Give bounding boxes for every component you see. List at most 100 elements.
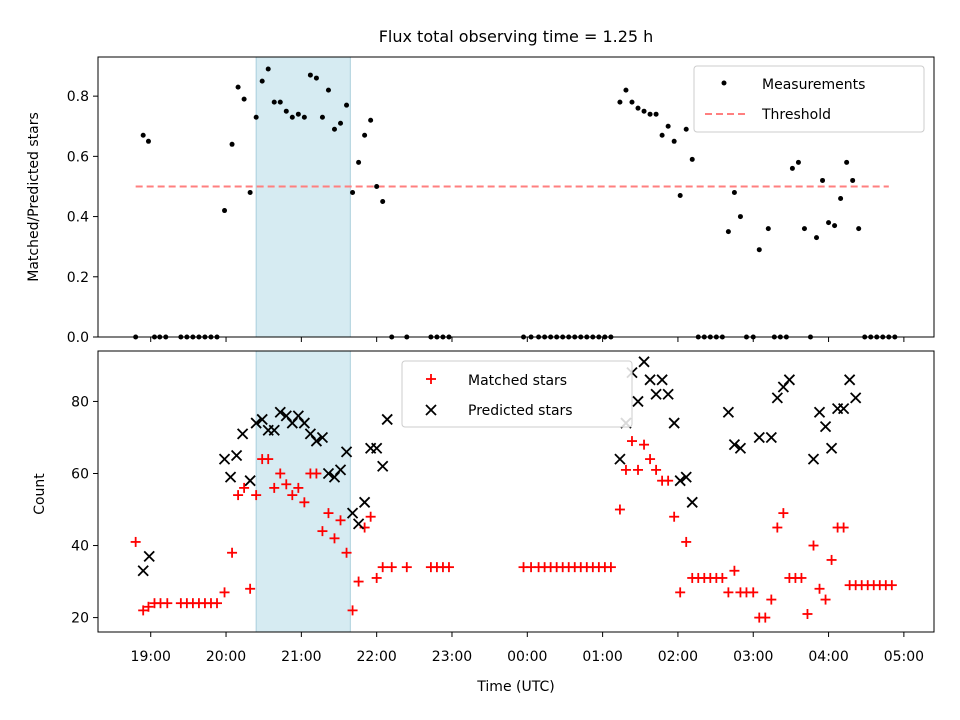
matched-stars-point bbox=[838, 522, 849, 533]
matched-stars-point bbox=[219, 587, 230, 598]
matched-stars-point bbox=[681, 536, 692, 547]
predicted-stars-point bbox=[340, 446, 353, 458]
measurement-point bbox=[635, 105, 641, 111]
measurement-point bbox=[850, 177, 856, 183]
matched-stars-point bbox=[886, 580, 897, 591]
measurement-point bbox=[368, 117, 374, 123]
measurement-point bbox=[265, 66, 271, 72]
matched-stars-point bbox=[443, 562, 454, 573]
predicted-stars-point bbox=[334, 464, 347, 476]
predicted-stars-point bbox=[236, 428, 249, 440]
matched-stars-point bbox=[275, 468, 286, 479]
y-tick-label: 0.6 bbox=[67, 149, 89, 165]
y-tick-label: 60 bbox=[71, 466, 89, 482]
measurement-point bbox=[629, 99, 635, 105]
predicted-stars-point bbox=[850, 392, 862, 404]
predicted-stars-point bbox=[310, 435, 323, 447]
predicted-stars-point bbox=[765, 431, 777, 444]
measurement-point bbox=[725, 229, 731, 235]
matched-stars-point bbox=[808, 540, 819, 551]
count-x-ticks: 19:00 20:00 21:00 22:00 23:00 00:00 01:00 02:00… bbox=[131, 632, 924, 665]
matched-stars-point bbox=[620, 464, 631, 475]
x-tick-label: 00:00 bbox=[507, 649, 547, 665]
predicted-stars-point bbox=[143, 550, 155, 562]
legend-matched-label: Matched stars bbox=[468, 373, 567, 389]
predicted-stars-point bbox=[753, 431, 765, 444]
ratio-panel: 0.00.20.40.60.8 Matched/Predicted stars … bbox=[26, 56, 935, 346]
predicted-stars-point bbox=[819, 421, 832, 433]
matched-stars-point bbox=[227, 547, 238, 558]
predicted-stars-point bbox=[825, 442, 838, 454]
matched-stars-point bbox=[633, 464, 644, 475]
measurement-point bbox=[350, 189, 356, 195]
measurement-point bbox=[844, 159, 850, 165]
measurement-point bbox=[277, 99, 283, 105]
measurement-point bbox=[826, 220, 832, 226]
measurement-point bbox=[765, 226, 771, 232]
measurement-point bbox=[140, 132, 146, 138]
y-tick-label: 0.0 bbox=[67, 330, 89, 346]
matched-stars-point bbox=[233, 490, 244, 501]
measurement-point bbox=[356, 159, 362, 165]
measurement-point bbox=[671, 138, 677, 144]
y-tick-label: 40 bbox=[71, 539, 89, 555]
count-panel: 19:00 20:00 21:00 22:00 23:00 00:00 01:00 02:00… bbox=[32, 350, 935, 665]
measurement-point bbox=[259, 78, 265, 84]
measurement-point bbox=[325, 87, 331, 93]
x-tick-label: 22:00 bbox=[356, 649, 396, 665]
matched-stars-point bbox=[651, 464, 662, 475]
legend-measurement-marker bbox=[721, 80, 727, 86]
predicted-stars-point bbox=[218, 453, 231, 465]
y-tick-label: 20 bbox=[71, 611, 89, 627]
predicted-stars-point bbox=[352, 518, 365, 530]
matched-stars-point bbox=[281, 479, 292, 490]
x-tick-label: 23:00 bbox=[432, 649, 472, 665]
measurement-point bbox=[731, 189, 737, 195]
predicted-stars-point bbox=[371, 442, 383, 454]
predicted-stars-point bbox=[686, 496, 698, 508]
matched-stars-point bbox=[251, 490, 262, 501]
matched-stars-point bbox=[669, 511, 680, 522]
count-plot-frame bbox=[97, 350, 935, 633]
matched-stars-point bbox=[820, 594, 831, 605]
matched-stars-point bbox=[293, 482, 304, 493]
predicted-stars-point bbox=[298, 417, 311, 429]
x-tick-label: 03:00 bbox=[733, 649, 773, 665]
predicted-stars-point bbox=[268, 424, 280, 436]
measurement-point bbox=[338, 120, 344, 126]
matched-stars-point bbox=[772, 522, 783, 533]
highlight-span bbox=[255, 350, 351, 633]
measurement-point bbox=[271, 99, 277, 105]
measurement-point bbox=[737, 214, 743, 220]
y-tick-label: 0.8 bbox=[67, 89, 89, 105]
count-y-ticks: 20 40 60 80 bbox=[71, 394, 98, 627]
matched-stars-point bbox=[748, 587, 759, 598]
matched-stars-point bbox=[663, 475, 674, 486]
predicted-stars-point bbox=[844, 374, 856, 386]
matched-stars-point bbox=[287, 490, 298, 501]
measurement-point bbox=[235, 84, 241, 90]
predicted-stars-point bbox=[322, 467, 335, 480]
matched-stars-point bbox=[239, 482, 250, 493]
x-tick-label: 02:00 bbox=[658, 649, 698, 665]
measurement-point bbox=[789, 165, 795, 171]
matched-stars-point bbox=[717, 572, 728, 583]
ratio-plot-frame bbox=[97, 56, 935, 338]
matched-stars-point bbox=[760, 612, 771, 623]
measurement-point bbox=[617, 99, 623, 105]
predicted-stars-point bbox=[662, 388, 674, 400]
measurement-point bbox=[229, 141, 235, 147]
matched-stars-point bbox=[723, 587, 734, 598]
matched-stars-point bbox=[335, 515, 346, 526]
measurement-point bbox=[683, 126, 689, 132]
matched-stars-point bbox=[263, 454, 274, 465]
legend-matched-marker bbox=[426, 374, 436, 384]
matched-stars-point bbox=[614, 504, 625, 515]
predicted-stars-point bbox=[644, 374, 656, 386]
measurement-point bbox=[801, 226, 807, 232]
measurement-point bbox=[659, 132, 665, 138]
predicted-stars-point bbox=[256, 413, 268, 426]
measurement-point bbox=[374, 183, 380, 189]
predicted-stars-point bbox=[137, 565, 149, 577]
measurement-point bbox=[795, 159, 801, 165]
